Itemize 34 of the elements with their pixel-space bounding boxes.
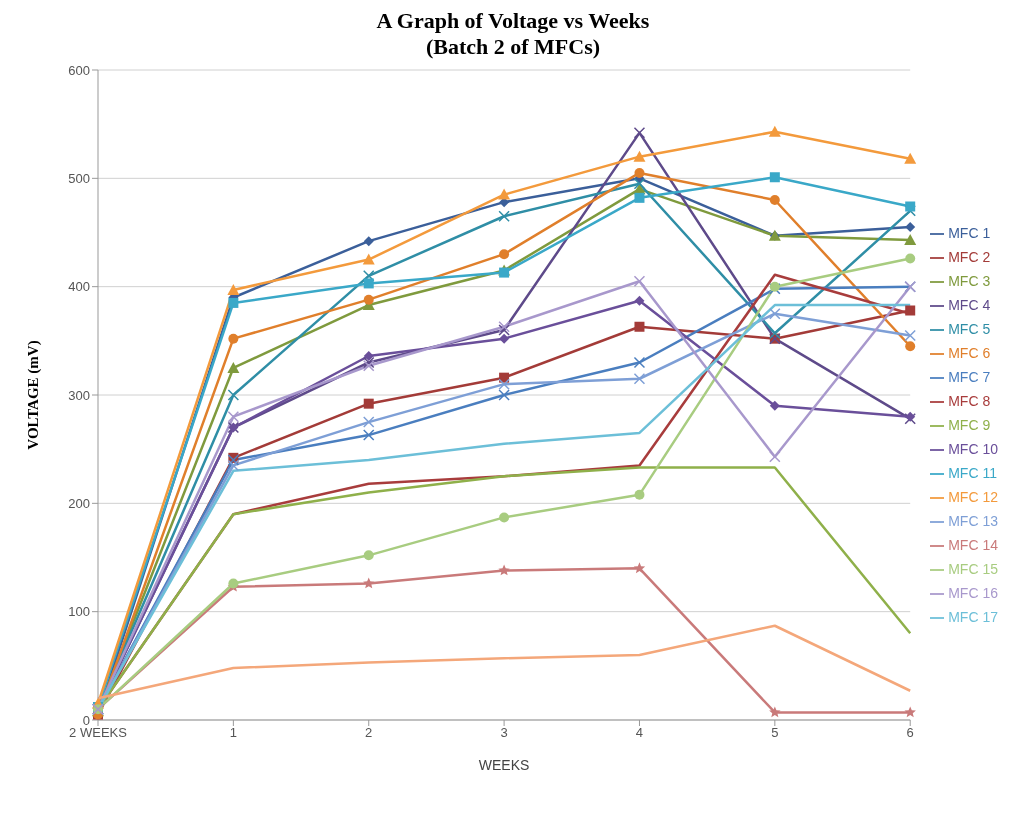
y-tick-label: 300 [68,387,90,403]
y-tick-label: 600 [68,62,90,78]
x-tick-label: 3 [500,725,508,741]
legend-label: MFC 9 [948,417,991,433]
y-tick-label: 400 [68,279,90,295]
y-tick-label: 0 [82,712,90,728]
legend-label: MFC 16 [948,585,998,601]
chart-title: A Graph of Voltage vs Weeks (Batch 2 of MFCs) [375,8,651,60]
x-tick-label: 2 WEEKS [69,725,128,741]
legend-label: MFC 10 [948,441,998,457]
legend-label: MFC 15 [948,561,998,577]
legend-label: MFC 5 [948,321,991,337]
legend-label: MFC 1 [948,225,991,241]
y-tick-label: 100 [68,604,90,620]
x-tick-label: 4 [635,725,644,741]
x-tick-label: 6 [906,725,914,741]
x-tick-label: 1 [229,725,237,741]
y-tick-label: 200 [68,495,90,511]
y-axis-title: VOLTAGE (mV) [25,340,43,450]
legend-label: MFC 7 [948,369,991,385]
legend-label: MFC 12 [948,489,998,505]
y-tick-label: 500 [68,170,90,186]
legend-label: MFC 8 [948,393,991,409]
x-tick-label: 2 [365,725,373,741]
legend-label: MFC 4 [948,297,991,313]
legend-label: MFC 13 [948,513,998,529]
legend-label: MFC 17 [948,609,998,625]
legend-label: MFC 3 [948,273,991,289]
legend-label: MFC 11 [948,465,997,481]
legend-label: MFC 14 [948,537,998,553]
x-tick-label: 5 [771,725,779,741]
legend-label: MFC 6 [948,345,991,361]
legend-label: MFC 2 [948,249,991,265]
x-axis-title: WEEKS [478,757,530,773]
